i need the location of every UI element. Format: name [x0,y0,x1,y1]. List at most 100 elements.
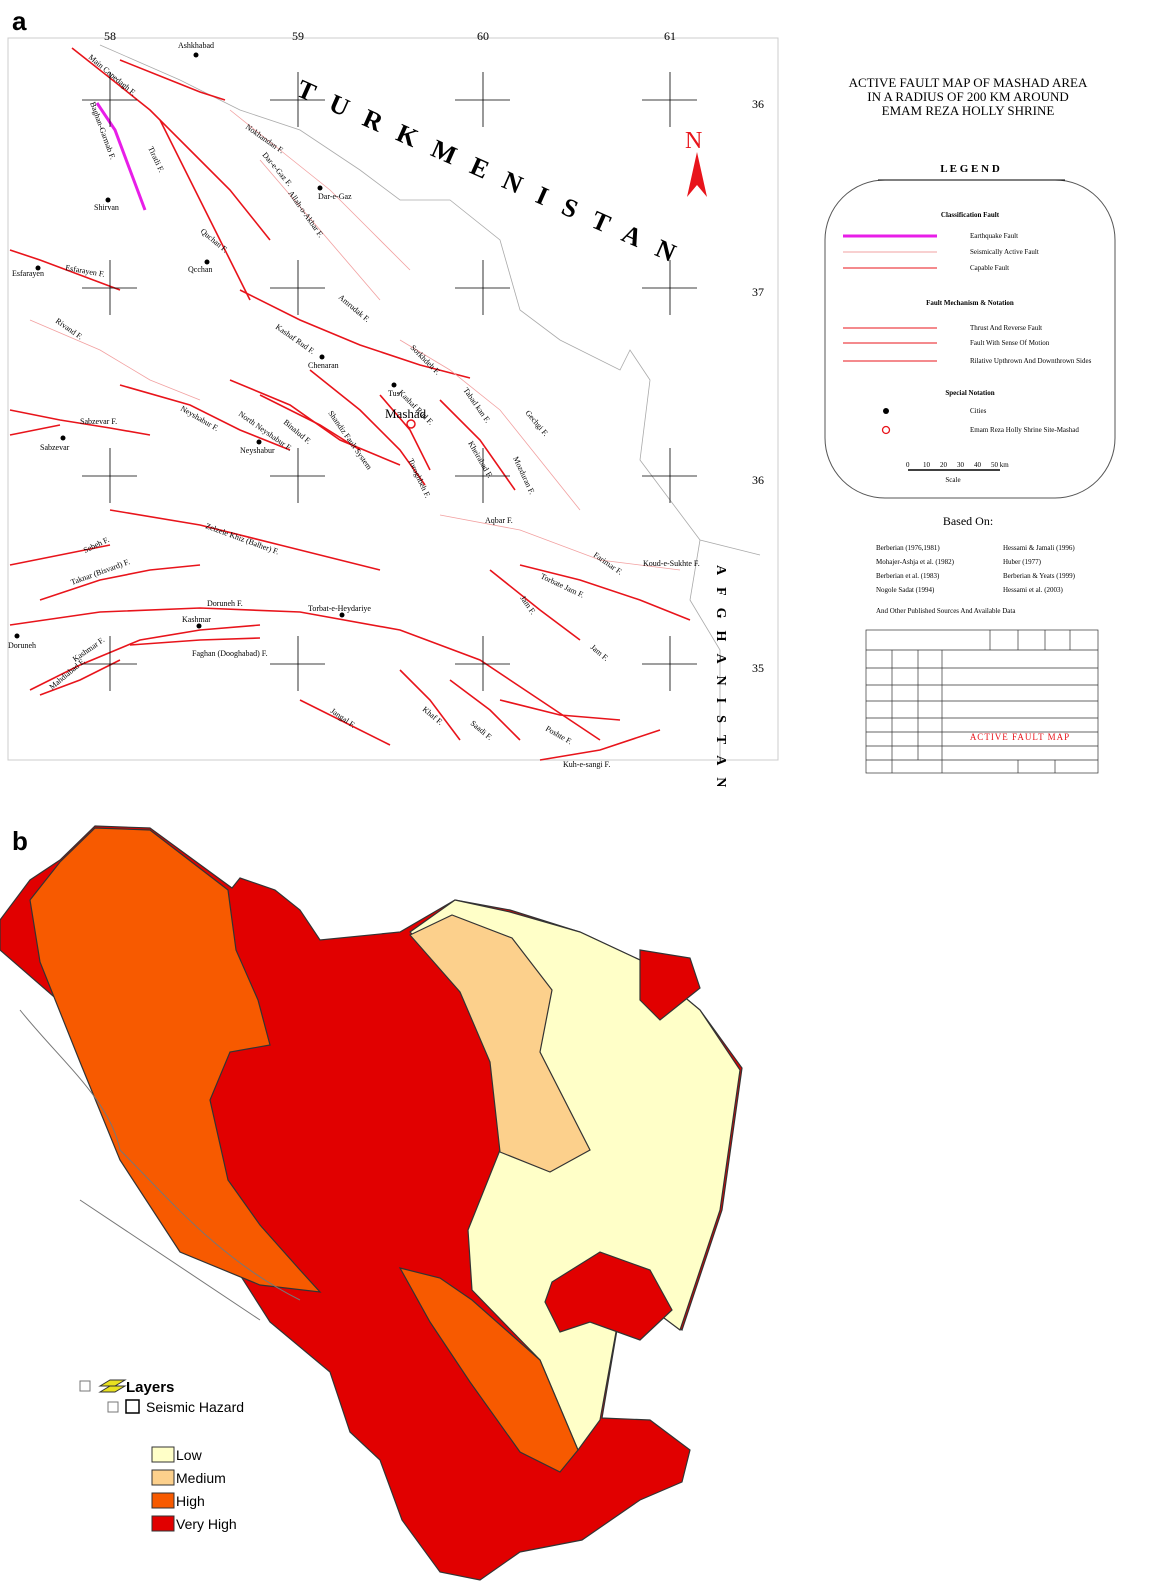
scale-label: Scale [945,476,960,484]
city-marker [317,185,323,191]
reference: Hessami et al. (2003) [1003,586,1064,594]
city-label: Qcchan [188,265,212,274]
fault-label: Aqbar F. [485,516,513,525]
fault-label: Faghan (Dooghabad) F. [192,649,268,658]
legend-item: Emam Reza Holly Shrine Site-Mashad [970,426,1079,434]
zone-boundary [19,1009,301,1321]
legend-item: Cities [970,407,987,415]
scale-tick: 40 [974,461,982,469]
hazard-zone [29,827,322,1293]
city-marker [193,52,199,58]
legend-item: Fault With Sense Of Motion [970,339,1050,347]
city-marker [256,439,262,445]
latitude-label: 37 [752,285,764,299]
scale-tick: 0 [906,461,910,469]
legend-label: Very High [176,1516,237,1532]
city-label: Neyshabur [240,446,275,455]
hazard-zone [398,1267,579,1473]
reference: Berberian (1976,1981) [876,544,940,552]
map-title: EMAM REZA HOLLY SHRINE [882,103,1055,118]
layers-title: Layers [126,1379,174,1396]
reference: Nogole Sadat (1994) [876,586,935,594]
legend-symbol [883,408,889,414]
reference: Huber (1977) [1003,558,1042,566]
scale-tick: 50 km [991,461,1009,469]
legend-label: High [176,1493,205,1509]
checkbox [125,1399,140,1414]
city-marker [319,354,325,360]
city-marker [105,197,111,203]
city-label: Sabzevar [40,443,70,452]
tree-toggle [107,1401,119,1413]
legend-heading: Classification Fault [941,211,1000,219]
city-marker [14,633,20,639]
longitude-label: 60 [477,29,489,43]
legend-label: Low [176,1447,203,1463]
country-label: AFGHANISTAN [713,565,728,799]
city-marker [196,623,202,629]
latitude-label: 36 [752,97,764,111]
legend-swatch [151,1469,175,1486]
shrine-marker [406,419,416,429]
reference-note: And Other Published Sources And Availabl… [876,607,1016,615]
map-title: ACTIVE FAULT MAP OF MASHAD AREA [849,75,1088,90]
north-arrow [687,152,707,197]
map-title: IN A RADIUS OF 200 KM AROUND [867,89,1069,104]
city-marker [35,265,41,271]
city-marker [391,382,397,388]
city-marker [339,612,345,618]
reference: Berberian & Yeats (1999) [1003,572,1076,580]
reference: Berberian et al. (1983) [876,572,940,580]
reference: Mohajer-Ashja et al. (1982) [876,558,955,566]
legend-label: Medium [176,1470,226,1486]
legend-item: Thrust And Reverse Fault [970,324,1042,332]
city-marker [204,259,210,265]
map-frame [7,37,779,761]
city-label: Shirvan [94,203,119,212]
legend-title: L E G E N D [940,163,1000,175]
latitude-label: 36 [752,473,764,487]
scale-tick: 30 [957,461,965,469]
north-label: N [685,128,702,154]
title-block [865,629,1099,774]
legend-heading: Special Notation [945,389,994,397]
city-marker [60,435,66,441]
hazard-zone [409,914,591,1173]
scale-tick: 20 [940,461,948,469]
legend-item: Seismically Active Fault [970,248,1039,256]
borders [99,44,761,760]
city-label: Chenaran [308,361,339,370]
fault-label: Sabzevar F. [80,417,117,426]
legend-item: Capable Fault [970,264,1009,272]
panel-label: a [12,6,27,36]
fault-label: Kuh-e-sangi F. [563,760,610,769]
layers-icon [98,1379,127,1393]
city-label: Esfarayen [12,269,44,278]
fault-label: Koud-e-Sukhte F. [643,559,700,568]
latitude-label: 35 [752,661,764,675]
panel-label: b [12,826,28,856]
legend-swatch [151,1492,175,1509]
longitude-label: 61 [664,29,676,43]
faults [9,47,691,761]
scale-tick: 10 [923,461,931,469]
city-label: Dar-e-Gaz [318,192,352,201]
city-label: Torbat-e-Heydariye [308,604,371,613]
tree-toggle [79,1380,91,1392]
reference: Hessami & Jamali (1996) [1003,544,1075,552]
longitude-label: 59 [292,29,304,43]
layer-name: Seismic Hazard [146,1399,244,1415]
legend-item: Earthquake Fault [970,232,1018,240]
grid-crosses [82,72,697,691]
legend-swatch [151,1515,175,1532]
legend-heading: Fault Mechanism & Notation [926,299,1014,307]
city-label: Mashad [385,406,427,421]
city-label: Ashkhabad [178,41,214,50]
city-label: Tus [388,389,400,398]
city-label: Doruneh [8,641,36,650]
city-label: Kashmar [182,615,211,624]
based-on-title: Based On: [943,514,993,528]
legend-item: Rilative Upthrown And Downthrown Sides [970,357,1092,365]
hazard-zone [639,949,701,1021]
